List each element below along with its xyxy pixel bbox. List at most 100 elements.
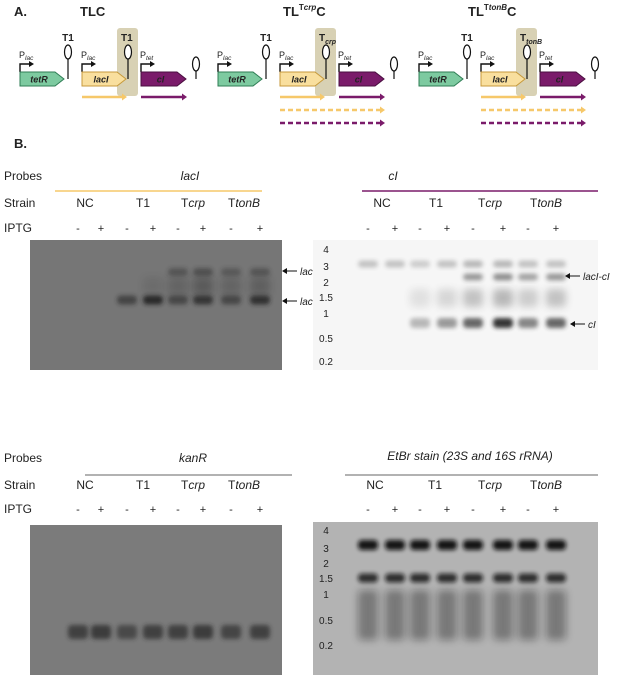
text-part: crp (485, 196, 502, 210)
band (221, 625, 241, 639)
strain-label: TtonB (530, 478, 562, 492)
row-label: Probes (4, 169, 42, 183)
band (546, 590, 566, 640)
text-part: tet (545, 55, 553, 62)
iptg-sign: - (471, 223, 475, 235)
band (463, 318, 483, 328)
iptg-sign: - (229, 504, 233, 516)
text-part: C (316, 4, 326, 19)
band (437, 318, 457, 328)
band (168, 295, 188, 305)
band (546, 540, 566, 550)
band (91, 625, 111, 639)
band (493, 289, 513, 307)
band (117, 295, 137, 305)
gene-label: cI (355, 75, 363, 85)
terminator-loop (522, 44, 532, 60)
ladder-label: 1 (323, 309, 329, 320)
band (518, 573, 538, 583)
band-arrowhead (282, 268, 287, 274)
iptg-sign: + (200, 223, 206, 235)
band-label: cI (588, 320, 596, 331)
iptg-sign: - (418, 223, 422, 235)
iptg-sign: + (257, 223, 263, 235)
text-part: tet (344, 55, 352, 62)
strain-label: T1 (429, 196, 443, 210)
iptg-sign: - (125, 223, 129, 235)
text-part: T1 (136, 196, 150, 210)
text-part: T (299, 3, 304, 12)
band (221, 295, 241, 305)
iptg-sign: - (526, 504, 530, 516)
iptg-sign: - (471, 504, 475, 516)
band (463, 289, 483, 307)
ladder-label: 3 (323, 262, 329, 273)
band (143, 295, 163, 305)
iptg-sign: + (444, 223, 450, 235)
iptg-sign: - (176, 504, 180, 516)
gene-arrow (217, 71, 263, 87)
text-part: lac (424, 55, 433, 62)
ladder-label: 1 (323, 590, 329, 601)
strain-label: Tcrp (181, 478, 205, 492)
band (463, 260, 483, 268)
row-label: IPTG (4, 502, 32, 516)
promoter-arrow (480, 63, 491, 72)
text-part: crp (325, 39, 337, 46)
text-part: P (418, 50, 424, 60)
text-part: lac (486, 55, 495, 62)
band-label: lacI (300, 297, 316, 308)
text-part: lac (87, 55, 96, 62)
band (358, 590, 378, 640)
strain-label: TtonB (228, 478, 260, 492)
promoter-label: Plac (279, 50, 294, 62)
band (250, 295, 270, 305)
text-part: P (480, 50, 486, 60)
iptg-sign: + (392, 223, 398, 235)
text-part: C (507, 4, 517, 19)
probe-label: cI (388, 169, 398, 183)
gene-arrow (19, 71, 65, 87)
band (385, 573, 405, 583)
strain-label: T1 (136, 478, 150, 492)
iptg-sign: + (150, 504, 156, 516)
text-part: lac (285, 55, 294, 62)
strain-label: T1 (136, 196, 150, 210)
band (518, 590, 538, 640)
text-part: NC (373, 196, 391, 210)
gene-arrow (539, 71, 586, 87)
promoter-arrowhead (490, 61, 495, 67)
gene-label: cI (157, 75, 165, 85)
iptg-sign: + (553, 504, 559, 516)
band (410, 540, 430, 550)
probe-label: kanR (179, 451, 207, 465)
iptg-sign: - (526, 223, 530, 235)
gene-arrow (480, 71, 526, 87)
iptg-sign: - (418, 504, 422, 516)
transcript-head (320, 93, 325, 101)
iptg-sign: + (98, 504, 104, 516)
text-part: crp (485, 478, 502, 492)
text-part: tet (146, 55, 154, 62)
ladder-label: 0.5 (319, 334, 333, 345)
iptg-sign: + (392, 504, 398, 516)
band (193, 277, 213, 295)
text-part: crp (304, 3, 317, 12)
transcript-head (380, 93, 385, 101)
ladder-label: 2 (323, 559, 329, 570)
band (410, 318, 430, 328)
text-part: tonB (537, 478, 562, 492)
band (193, 268, 213, 276)
text-part: NC (76, 196, 94, 210)
text-part: T (228, 196, 236, 210)
band (143, 277, 163, 295)
row-label: Strain (4, 196, 35, 210)
gene-label: lacI (291, 75, 307, 85)
strain-label: TtonB (228, 196, 260, 210)
transcript-head (581, 106, 586, 114)
promoter-label: Plac (418, 50, 433, 62)
promoter-arrow (217, 63, 228, 72)
strain-label: NC (373, 196, 391, 210)
text-part: tonB (235, 196, 260, 210)
